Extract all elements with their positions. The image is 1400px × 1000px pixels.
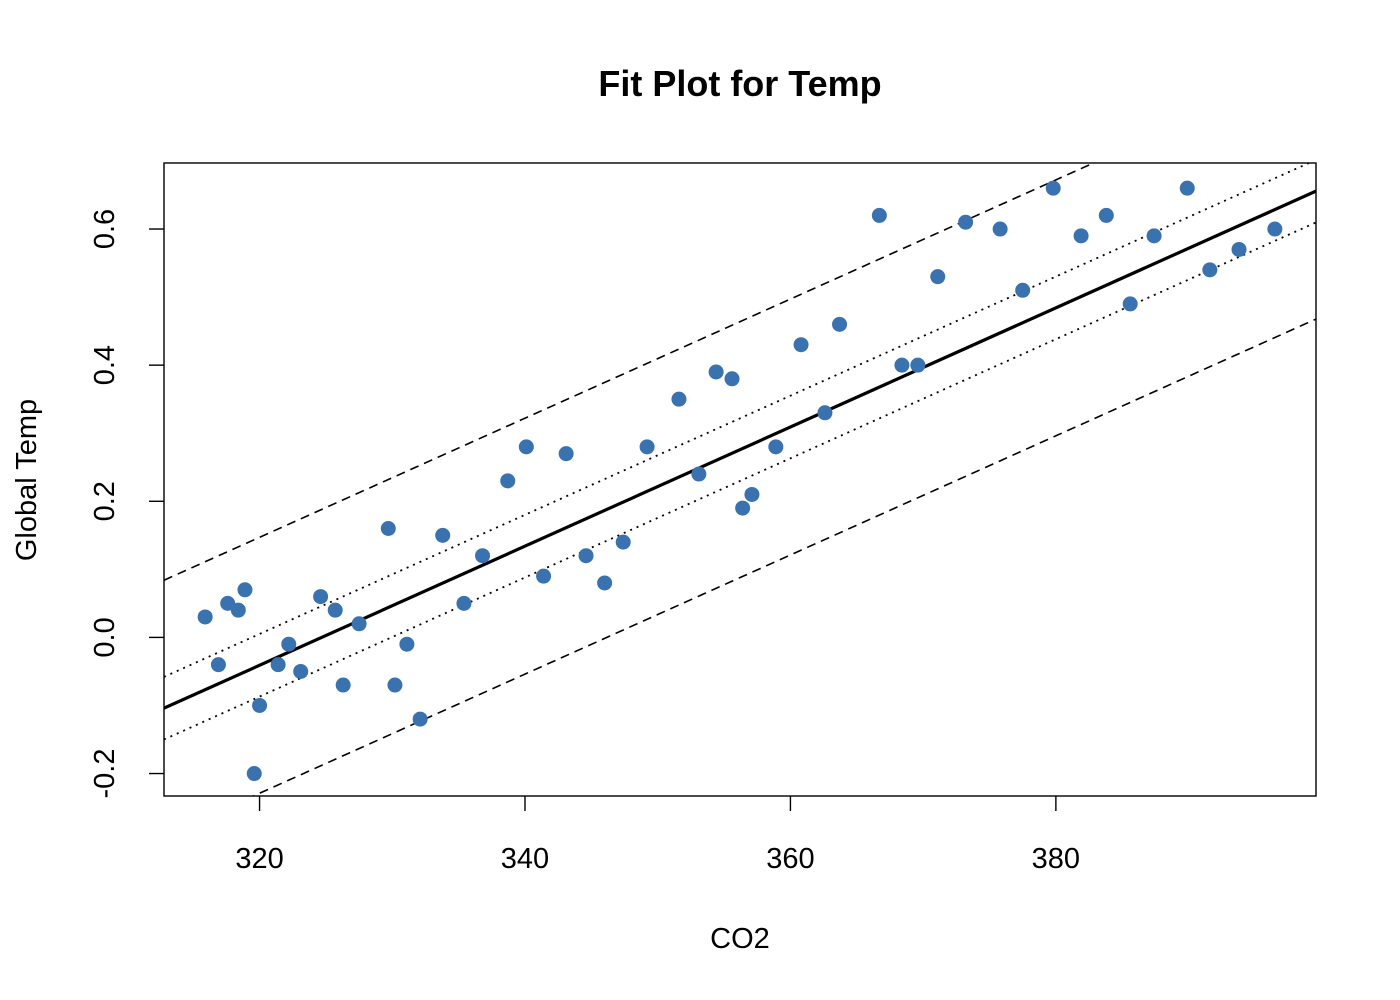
data-point	[351, 616, 367, 632]
data-point	[910, 357, 926, 373]
data-point	[744, 486, 760, 502]
prediction-band-upper	[164, 163, 1096, 581]
data-point	[735, 500, 751, 516]
data-point	[230, 602, 246, 618]
data-point	[435, 527, 451, 543]
data-point	[558, 446, 574, 462]
data-point	[237, 582, 253, 598]
data-point	[1015, 282, 1031, 298]
confidence-band-upper	[164, 163, 1312, 678]
data-point	[518, 439, 534, 455]
y-tick-label: 0.6	[89, 209, 121, 249]
y-tick-label: 0.0	[89, 617, 121, 657]
data-point	[1073, 228, 1089, 244]
data-point	[1179, 180, 1195, 196]
data-point	[536, 568, 552, 584]
plot-frame	[163, 162, 1317, 797]
data-point	[380, 521, 396, 537]
x-axis: 320 340 360 380	[235, 796, 1080, 875]
data-point	[210, 657, 226, 673]
data-point	[708, 364, 724, 380]
x-tick-label: 320	[235, 843, 283, 875]
data-point	[270, 657, 286, 673]
data-point	[894, 357, 910, 373]
data-point	[335, 677, 351, 693]
data-point	[793, 337, 809, 353]
data-point	[197, 609, 213, 625]
y-tick-label: -0.2	[89, 749, 121, 799]
data-point	[1122, 296, 1138, 312]
data-point	[475, 548, 491, 564]
data-point	[930, 269, 946, 285]
chart-title: Fit Plot for Temp	[598, 63, 881, 104]
data-point	[1202, 262, 1218, 278]
data-point	[578, 548, 594, 564]
data-point	[832, 316, 848, 332]
y-tick-label: 0.4	[89, 345, 121, 385]
data-point	[671, 391, 687, 407]
data-point	[639, 439, 655, 455]
data-points	[197, 180, 1283, 782]
prediction-band-lower	[251, 318, 1316, 796]
data-point	[500, 473, 516, 489]
data-point	[246, 766, 262, 782]
data-point	[992, 221, 1008, 237]
y-tick-label: 0.2	[89, 481, 121, 521]
data-point	[691, 466, 707, 482]
y-axis-title: Global Temp	[11, 399, 43, 561]
data-point	[1045, 180, 1061, 196]
y-axis: -0.2 0.0 0.2 0.4 0.6	[89, 209, 164, 799]
data-point	[281, 636, 297, 652]
confidence-band-lower	[164, 221, 1316, 741]
data-point	[615, 534, 631, 550]
x-tick-label: 380	[1032, 843, 1080, 875]
data-point	[387, 677, 403, 693]
data-point	[768, 439, 784, 455]
data-point	[293, 663, 309, 679]
data-point	[327, 602, 343, 618]
data-point	[597, 575, 613, 591]
x-tick-label: 360	[766, 843, 814, 875]
data-point	[313, 589, 329, 605]
data-point	[871, 207, 887, 223]
data-point	[1098, 207, 1114, 223]
data-point	[1267, 221, 1283, 237]
data-point	[817, 405, 833, 421]
fit-line	[164, 189, 1316, 710]
data-point	[724, 371, 740, 387]
data-point	[252, 697, 268, 713]
data-point	[958, 214, 974, 230]
data-point	[220, 595, 236, 611]
data-point	[1231, 241, 1247, 257]
fit-bands	[164, 163, 1316, 796]
data-point	[412, 711, 428, 727]
data-point	[399, 636, 415, 652]
x-axis-title: CO2	[710, 923, 770, 955]
data-point	[1146, 228, 1162, 244]
x-tick-label: 340	[501, 843, 549, 875]
data-point	[456, 595, 472, 611]
